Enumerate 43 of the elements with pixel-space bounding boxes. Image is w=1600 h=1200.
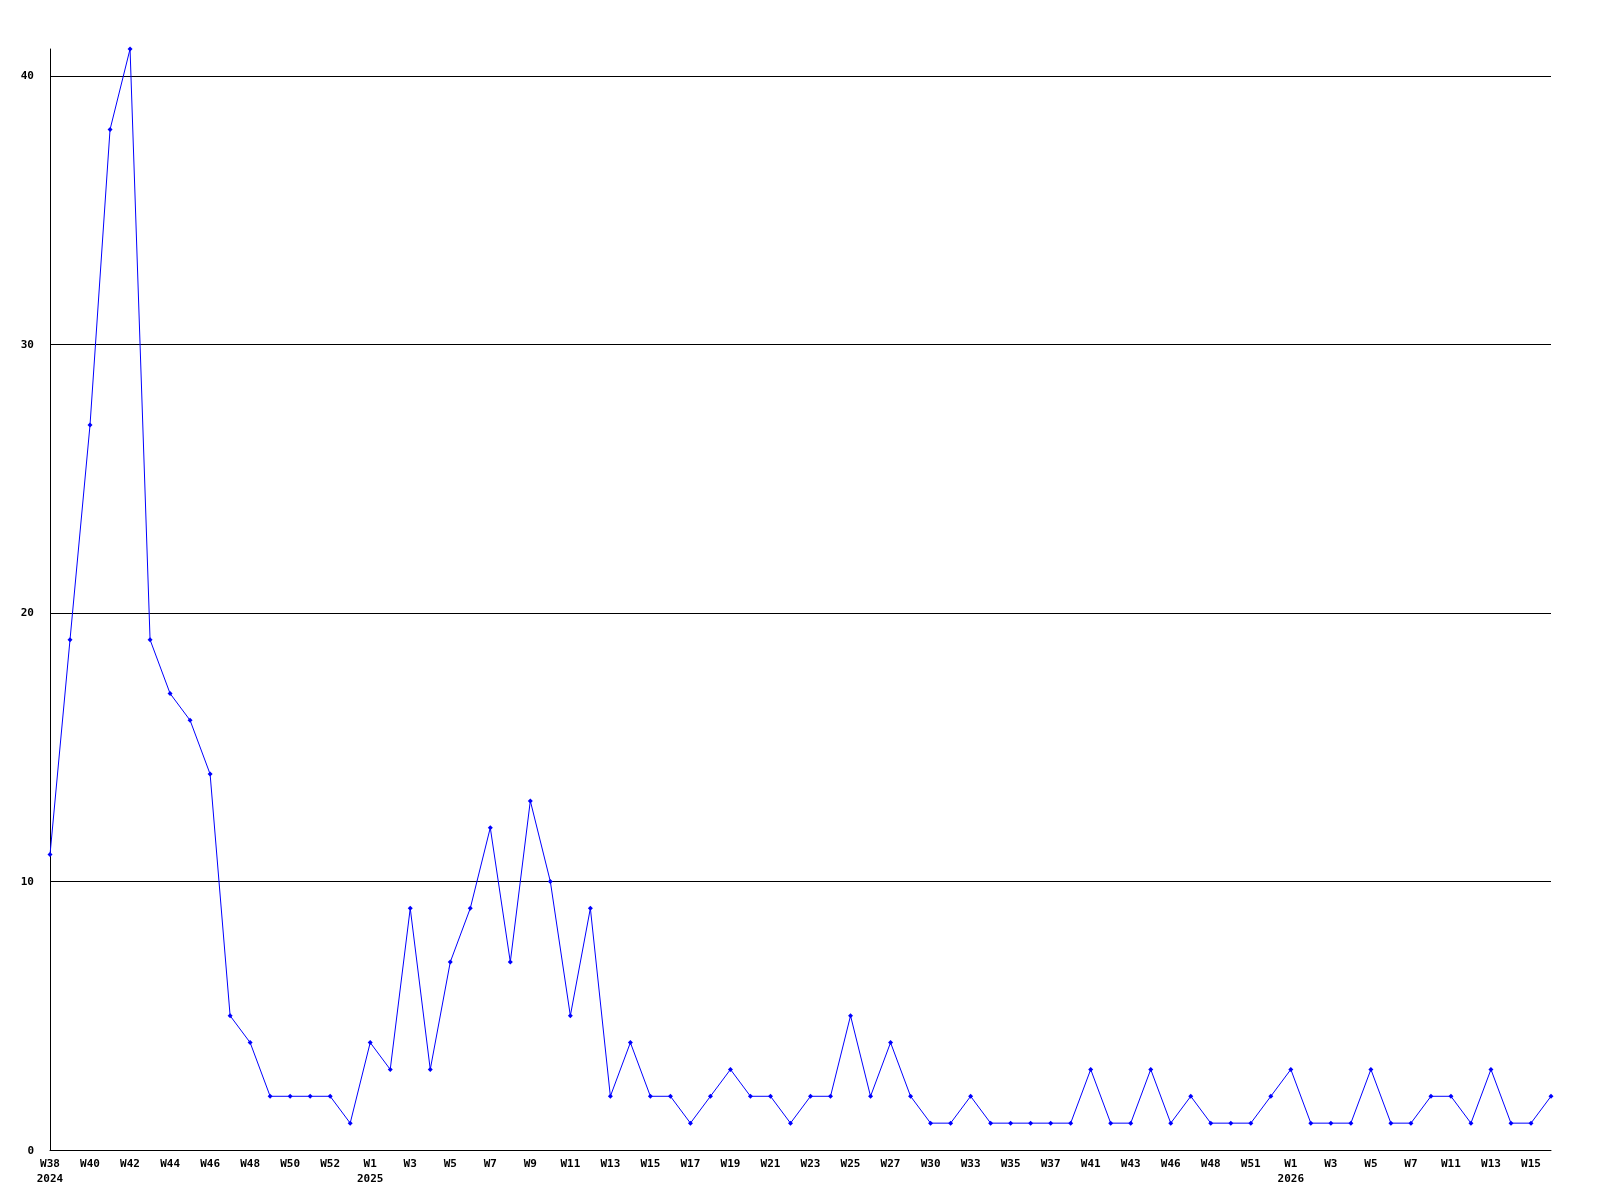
- x-tick-label: W7: [1404, 1157, 1418, 1170]
- y-tick-label: 10: [20, 874, 34, 888]
- x-tick-label: W25: [840, 1157, 861, 1170]
- x-tick-label: W13: [1481, 1157, 1501, 1170]
- x-tick-label: W46: [1160, 1157, 1182, 1170]
- x-tick-label: W5: [1364, 1157, 1378, 1170]
- x-tick-label: W5: [443, 1157, 457, 1170]
- x-tick-label: W15: [1521, 1157, 1541, 1170]
- x-tick-label: W33: [960, 1157, 981, 1170]
- x-tick-label: W1 2025: [356, 1157, 384, 1185]
- x-tick-label: W50: [280, 1157, 301, 1170]
- x-tick-label: W35: [1000, 1157, 1021, 1170]
- x-tick-label: W38 2024: [36, 1157, 64, 1185]
- x-tick-label: W9: [523, 1157, 537, 1170]
- x-tick-label: W21: [760, 1157, 781, 1170]
- y-tick-label: 0: [27, 1143, 34, 1157]
- x-tick-label: W7: [483, 1157, 497, 1170]
- x-tick-label: W48: [240, 1157, 261, 1170]
- y-tick-label: 40: [20, 69, 34, 83]
- x-tick-label: W44: [160, 1157, 181, 1170]
- x-tick-label: W3: [403, 1157, 417, 1170]
- x-tick-label: W46: [200, 1157, 221, 1170]
- x-tick-label: W11: [560, 1157, 581, 1170]
- x-tick-label: W27: [880, 1157, 901, 1170]
- x-tick-label: W52: [320, 1157, 341, 1170]
- x-tick-label: W19: [720, 1157, 741, 1170]
- x-tick-label: W3: [1324, 1157, 1338, 1170]
- x-tick-label: W43: [1120, 1157, 1141, 1170]
- x-tick-label: W30: [920, 1157, 941, 1170]
- x-tick-label: W23: [800, 1157, 821, 1170]
- x-tick-label: W13: [600, 1157, 621, 1170]
- x-tick-label: W48: [1200, 1157, 1221, 1170]
- x-tick-label: W42: [120, 1157, 140, 1170]
- x-tick-label: W51: [1240, 1157, 1262, 1170]
- y-tick-label: 20: [20, 606, 34, 620]
- y-tick-label: 30: [20, 337, 34, 351]
- x-tick-label: W1 2026: [1277, 1157, 1305, 1185]
- x-tick-label: W11: [1441, 1157, 1462, 1170]
- x-tick-label: W40: [80, 1157, 100, 1170]
- x-tick-label: W41: [1080, 1157, 1101, 1170]
- x-tick-label: W15: [640, 1157, 661, 1170]
- x-tick-label: W17: [680, 1157, 701, 1170]
- x-tick-label: W37: [1040, 1157, 1061, 1170]
